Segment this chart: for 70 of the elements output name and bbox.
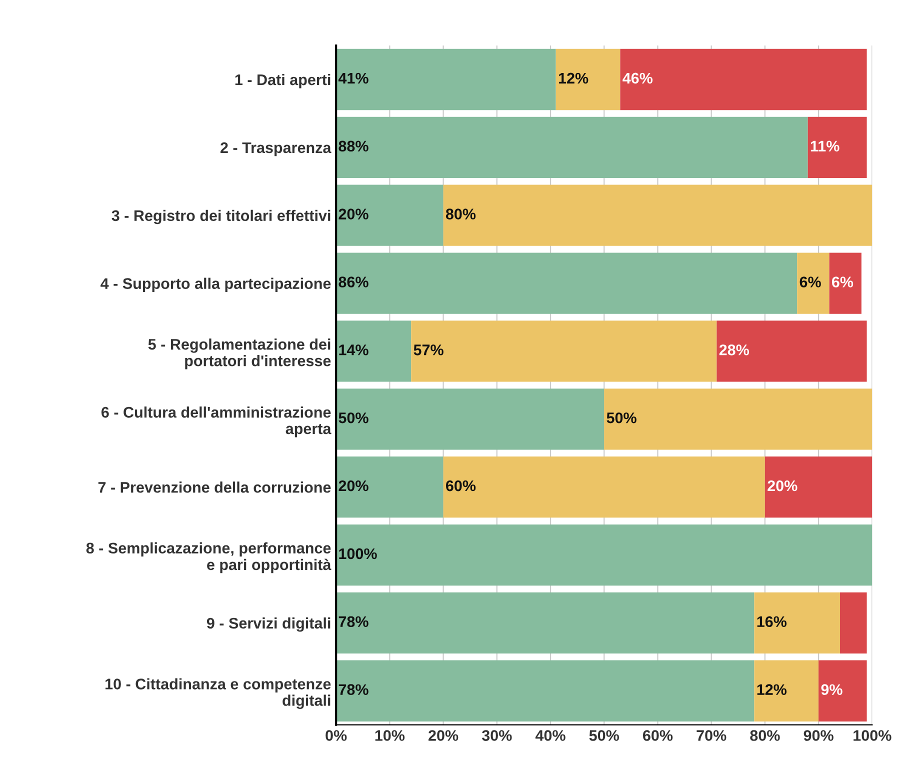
x-tick-label: 70% xyxy=(696,730,726,741)
y-tick-label: 5 - Regolamentazione dei portatori d'interesse xyxy=(148,338,331,370)
y-tick-label: 10 - Cittadinanza e competenze digitali xyxy=(106,678,331,709)
x-tick-label: 20% xyxy=(428,730,458,741)
bar xyxy=(336,660,754,722)
y-tick-label: 1 - Dati aperti xyxy=(235,74,330,88)
data-label: 12% xyxy=(757,684,787,695)
data-label: 50% xyxy=(338,412,368,424)
data-label: 46% xyxy=(622,72,653,84)
y-tick-label: 4 - Supporto alla partecipazione xyxy=(100,278,331,292)
bar xyxy=(808,116,867,178)
bar xyxy=(818,660,867,722)
data-label: 88% xyxy=(338,140,368,152)
bar xyxy=(336,184,444,246)
x-tick-label: 40% xyxy=(535,730,566,741)
data-label: 16% xyxy=(757,616,787,628)
data-label: 60% xyxy=(446,480,476,492)
y-tick-label: 7 - Prevenzione della corruzione xyxy=(98,482,331,493)
x-tick-label: 60% xyxy=(643,730,673,741)
data-label: 20% xyxy=(768,480,798,492)
data-label: 20% xyxy=(338,208,368,220)
data-label: 9% xyxy=(821,684,842,695)
bar xyxy=(336,388,604,450)
bar xyxy=(604,388,872,450)
bar xyxy=(411,320,717,382)
data-label: 6% xyxy=(832,276,854,288)
bar xyxy=(829,252,862,314)
data-label: 12% xyxy=(558,72,588,84)
data-label: 41% xyxy=(338,72,368,84)
y-tick-label: 8 - Semplicazazione, performance e pari opportinità xyxy=(86,542,332,574)
data-label: 14% xyxy=(339,344,368,356)
x-tick-label: 30% xyxy=(482,730,512,741)
bar xyxy=(797,252,830,314)
bar xyxy=(840,592,867,654)
bar xyxy=(443,184,872,246)
data-label: 11% xyxy=(810,140,840,152)
y-tick-label: 9 - Servizi digitali xyxy=(206,617,330,632)
data-label: 6% xyxy=(800,276,821,288)
bar xyxy=(754,592,840,654)
x-tick-label: 50% xyxy=(589,730,620,741)
x-tick-label: 10% xyxy=(375,730,405,741)
bar xyxy=(336,592,754,654)
data-label: 80% xyxy=(446,208,476,220)
x-tick-label: 80% xyxy=(750,730,780,741)
x-tick-label: 100% xyxy=(854,730,892,741)
y-tick-label: 6 - Cultura dell'amministrazione aperta xyxy=(101,406,332,438)
data-label: 20% xyxy=(338,480,368,492)
data-label: 28% xyxy=(719,344,750,356)
bar xyxy=(336,48,556,110)
x-tick-label: 90% xyxy=(804,730,834,741)
bar xyxy=(716,320,867,382)
data-label: 50% xyxy=(606,412,636,424)
data-label: 78% xyxy=(338,684,368,695)
bar xyxy=(336,524,872,586)
bar xyxy=(443,456,765,518)
data-label: 57% xyxy=(414,344,444,356)
bar xyxy=(336,116,808,178)
y-tick-label: 2 - Trasparenza xyxy=(220,142,332,156)
bar xyxy=(754,660,819,722)
data-label: 78% xyxy=(338,616,368,628)
x-tick-label: 0% xyxy=(326,730,347,741)
y-tick-label: 3 - Registro dei titolari effettivi xyxy=(112,210,330,224)
bar xyxy=(620,48,867,110)
data-label: 86% xyxy=(338,276,368,288)
bar xyxy=(336,252,798,314)
bar xyxy=(556,48,620,110)
bar xyxy=(764,456,872,518)
bar xyxy=(336,320,412,382)
bar xyxy=(336,456,444,518)
data-label: 100% xyxy=(339,548,377,560)
